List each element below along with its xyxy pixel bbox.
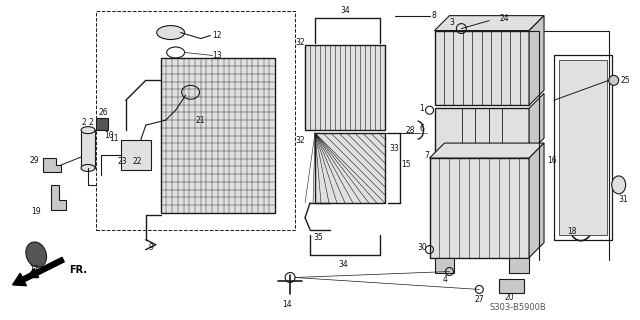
Text: 10: 10 bbox=[104, 131, 113, 140]
Bar bbox=[559, 60, 607, 235]
Bar bbox=[554, 55, 612, 240]
Text: S303-B5900B: S303-B5900B bbox=[489, 303, 546, 312]
Text: 32: 32 bbox=[295, 136, 305, 145]
Text: 24: 24 bbox=[499, 14, 509, 23]
Text: 11: 11 bbox=[109, 133, 118, 143]
Text: 9: 9 bbox=[148, 243, 154, 252]
Text: 29: 29 bbox=[29, 156, 39, 164]
Bar bbox=[429, 158, 529, 258]
Ellipse shape bbox=[612, 176, 626, 194]
Bar bbox=[315, 133, 385, 203]
Text: 12: 12 bbox=[212, 31, 222, 40]
Text: 33: 33 bbox=[390, 144, 399, 153]
Bar bbox=[121, 140, 151, 170]
Text: 31: 31 bbox=[619, 195, 628, 204]
Text: 21: 21 bbox=[196, 116, 205, 125]
Bar bbox=[435, 108, 529, 153]
Circle shape bbox=[609, 76, 619, 85]
Polygon shape bbox=[44, 158, 61, 172]
Bar bbox=[499, 279, 524, 293]
Text: 3: 3 bbox=[449, 18, 454, 27]
Text: 13: 13 bbox=[212, 51, 222, 60]
Bar bbox=[509, 258, 529, 273]
Ellipse shape bbox=[81, 164, 95, 172]
Text: 26: 26 bbox=[99, 108, 109, 117]
Text: 14: 14 bbox=[282, 300, 292, 309]
Text: 2: 2 bbox=[81, 118, 86, 127]
Bar bbox=[96, 11, 295, 230]
Bar bbox=[435, 258, 454, 273]
Text: 2: 2 bbox=[88, 118, 93, 127]
Bar bbox=[435, 31, 529, 105]
Text: 23: 23 bbox=[118, 157, 127, 166]
Polygon shape bbox=[429, 143, 544, 158]
Ellipse shape bbox=[157, 26, 184, 40]
Bar bbox=[81, 130, 95, 168]
Ellipse shape bbox=[26, 242, 47, 267]
Text: 17: 17 bbox=[29, 265, 39, 274]
Text: 25: 25 bbox=[621, 76, 630, 85]
Text: 22: 22 bbox=[133, 157, 142, 166]
Polygon shape bbox=[529, 93, 544, 153]
Text: 1: 1 bbox=[420, 104, 424, 113]
Text: 35: 35 bbox=[313, 233, 323, 242]
Polygon shape bbox=[51, 185, 66, 210]
Polygon shape bbox=[529, 16, 544, 105]
Bar bbox=[161, 59, 275, 213]
Text: FR.: FR. bbox=[69, 265, 87, 275]
Text: 6: 6 bbox=[420, 124, 424, 132]
Text: 32: 32 bbox=[295, 38, 305, 47]
Bar bbox=[96, 118, 108, 130]
Text: 18: 18 bbox=[567, 227, 577, 236]
Ellipse shape bbox=[81, 127, 95, 134]
Text: 30: 30 bbox=[417, 243, 428, 252]
Text: 34: 34 bbox=[338, 260, 348, 269]
Text: 15: 15 bbox=[402, 160, 412, 170]
Text: 8: 8 bbox=[431, 11, 436, 20]
Text: 7: 7 bbox=[424, 150, 429, 160]
Text: 20: 20 bbox=[504, 293, 514, 302]
FancyArrow shape bbox=[13, 257, 64, 286]
Text: 19: 19 bbox=[31, 207, 41, 216]
Text: 28: 28 bbox=[406, 126, 415, 135]
Polygon shape bbox=[435, 16, 544, 31]
Bar bbox=[305, 45, 385, 130]
Text: 16: 16 bbox=[547, 156, 557, 164]
Text: 4: 4 bbox=[442, 275, 447, 284]
Text: 27: 27 bbox=[474, 295, 484, 304]
Text: 34: 34 bbox=[340, 6, 349, 15]
Polygon shape bbox=[529, 143, 544, 258]
